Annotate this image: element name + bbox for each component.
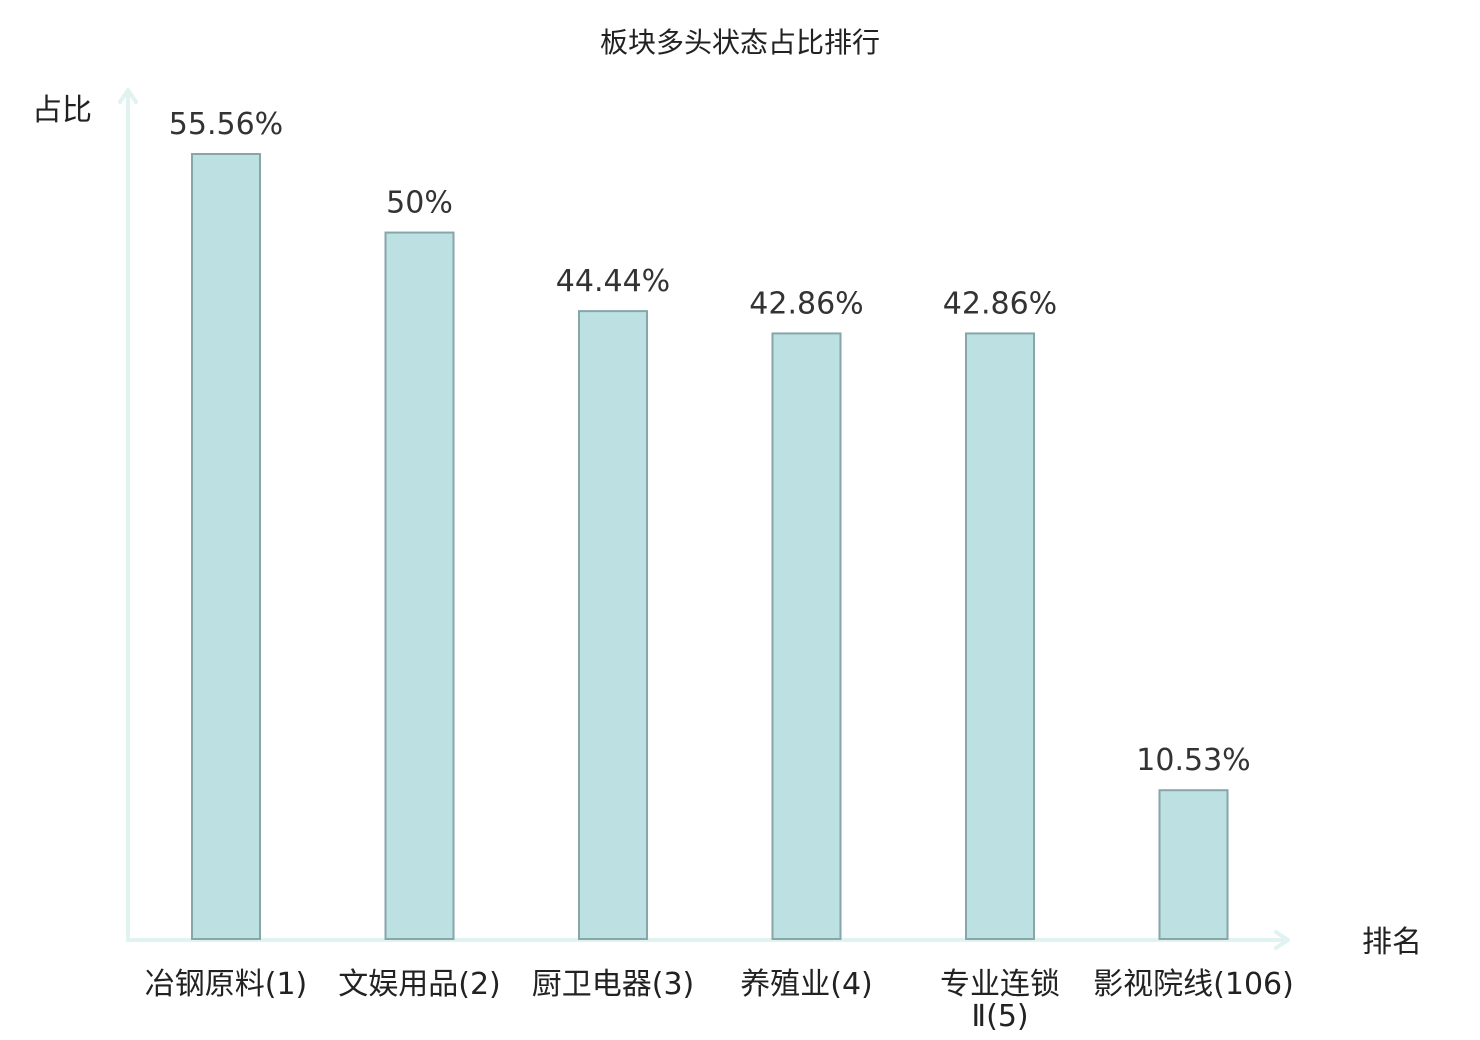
value-label-1: 55.56% <box>169 107 283 142</box>
bar-3 <box>578 310 648 940</box>
category-rank-5: Ⅱ(5) <box>971 999 1028 1034</box>
category-rank-1: (1) <box>265 967 308 1002</box>
category-rank-4: (4) <box>830 967 873 1002</box>
value-labels-group: 55.56% 50% 44.44% 42.86% 42.86% 10.53% <box>169 107 1251 778</box>
category-name-4: 养殖业 <box>740 967 830 1002</box>
bar-6 <box>1158 789 1229 941</box>
category-label-2: 文娱用品(2) <box>338 967 501 1002</box>
category-rank-6: (106) <box>1213 967 1294 1002</box>
bar-1 <box>191 153 261 940</box>
bar-2 <box>384 231 455 940</box>
x-axis-arrow <box>1274 930 1290 950</box>
category-label-4: 养殖业(4) <box>740 967 873 1002</box>
y-axis-label: 占比 <box>32 93 92 128</box>
bars-group <box>191 153 1229 941</box>
x-axis-label: 排名 <box>1362 925 1422 960</box>
value-label-6: 10.53% <box>1136 743 1250 778</box>
chart-title: 板块多头状态占比排行 <box>600 26 880 59</box>
value-label-2: 50% <box>386 186 453 221</box>
category-label-5: 专业连锁 Ⅱ(5) <box>940 967 1060 1034</box>
category-name-2: 文娱用品 <box>338 967 458 1002</box>
category-name-5: 专业连锁 <box>940 967 1060 1002</box>
value-label-5: 42.86% <box>943 286 1057 321</box>
category-name-6: 影视院线 <box>1093 967 1213 1002</box>
category-name-3: 厨卫电器 <box>532 967 652 1002</box>
category-labels-group: 冶钢原料(1) 文娱用品(2) 厨卫电器(3) 养殖业(4) 专业连锁 Ⅱ(5)影视院线(… <box>145 967 1294 1034</box>
value-label-3: 44.44% <box>556 264 670 299</box>
category-rank-3: (3) <box>652 967 695 1002</box>
bar-5 <box>965 332 1035 940</box>
category-name-1: 冶钢原料 <box>145 967 265 1002</box>
category-label-3: 厨卫电器(3) <box>532 967 695 1002</box>
category-label-6: 影视院线(106) <box>1093 967 1294 1002</box>
category-label-1: 冶钢原料(1) <box>145 967 308 1002</box>
bar-4 <box>771 332 842 940</box>
category-rank-2: (2) <box>458 967 501 1002</box>
value-label-4: 42.86% <box>749 286 863 321</box>
